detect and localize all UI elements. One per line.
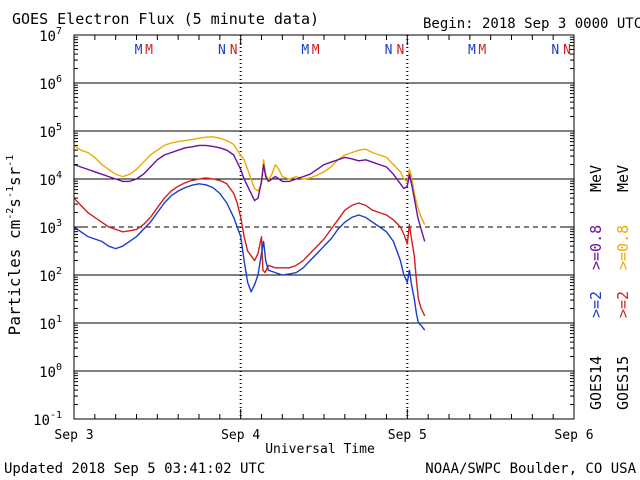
marker-M: M <box>312 43 320 58</box>
flux-series <box>73 136 426 331</box>
marker-N: N <box>551 43 559 58</box>
marker-N: N <box>396 43 404 58</box>
legend: GOES14 GOES15 >=2 >=2 >=0.8 >=0.8 MeV Me… <box>587 165 632 410</box>
y-tick-label: 101 <box>39 314 62 333</box>
legend-goes14-08mev: >=0.8 <box>587 225 605 270</box>
legend-goes14-2mev: >=2 <box>587 291 605 318</box>
series-line-2 <box>73 177 426 317</box>
x-axis-ticks: Sep 3 Sep 4 Sep 5 Sep 6 <box>54 35 594 443</box>
legend-mev-unit-goes14: MeV <box>587 165 605 192</box>
y-tick-label: 104 <box>39 170 62 189</box>
series-line-1 <box>73 144 426 242</box>
marker-M: M <box>135 43 143 58</box>
marker-N: N <box>230 43 238 58</box>
legend-mev-unit-goes15: MeV <box>614 165 632 192</box>
x-tick-label: Sep 5 <box>388 428 427 443</box>
y-axis-label-mid2: sr <box>5 166 24 186</box>
y-axis-label: Particles cm-2s-1sr-1 <box>5 155 24 336</box>
y-tick-label: 107 <box>39 26 62 45</box>
begin-time-label: Begin: 2018 Sep 3 0000 UTC <box>423 16 640 32</box>
legend-goes15: GOES15 <box>614 356 632 410</box>
y-axis-label-exp3: -1 <box>5 155 16 167</box>
x-tick-label: Sep 6 <box>554 428 593 443</box>
y-tick-label: 10-1 <box>33 410 62 429</box>
series-line-3 <box>73 183 426 331</box>
marker-M: M <box>468 43 476 58</box>
y-axis-label-exp1: -2 <box>5 208 16 220</box>
marker-M: M <box>145 43 153 58</box>
y-axis-label-mid1: s <box>5 198 24 208</box>
y-tick-label: 103 <box>39 218 62 237</box>
legend-goes14: GOES14 <box>587 356 605 410</box>
chart-title: GOES Electron Flux (5 minute data) <box>12 10 319 28</box>
marker-M: M <box>301 43 309 58</box>
marker-N: N <box>218 43 226 58</box>
y-axis-label-main: Particles cm <box>5 220 24 336</box>
y-tick-label: 102 <box>39 266 62 285</box>
day-boundary-markers <box>239 35 409 419</box>
marker-M: M <box>478 43 486 58</box>
y-axis-label-exp2: -1 <box>5 186 16 198</box>
marker-N: N <box>385 43 393 58</box>
marker-N: N <box>563 43 571 58</box>
x-tick-label: Sep 3 <box>54 428 93 443</box>
legend-goes15-2mev: >=2 <box>614 291 632 318</box>
y-tick-label: 106 <box>39 74 62 93</box>
decade-gridlines <box>74 82 574 372</box>
x-axis-label: Universal Time <box>265 442 375 457</box>
y-axis-ticks: 10-1 100 101 102 103 104 105 106 107 <box>33 26 574 429</box>
source-credit: NOAA/SWPC Boulder, CO USA <box>425 461 636 477</box>
legend-goes15-08mev: >=0.8 <box>614 225 632 270</box>
y-tick-label: 100 <box>39 362 62 381</box>
x-tick-label: Sep 4 <box>221 428 260 443</box>
y-tick-label: 105 <box>39 122 62 141</box>
updated-timestamp: Updated 2018 Sep 5 03:41:02 UTC <box>4 461 265 477</box>
